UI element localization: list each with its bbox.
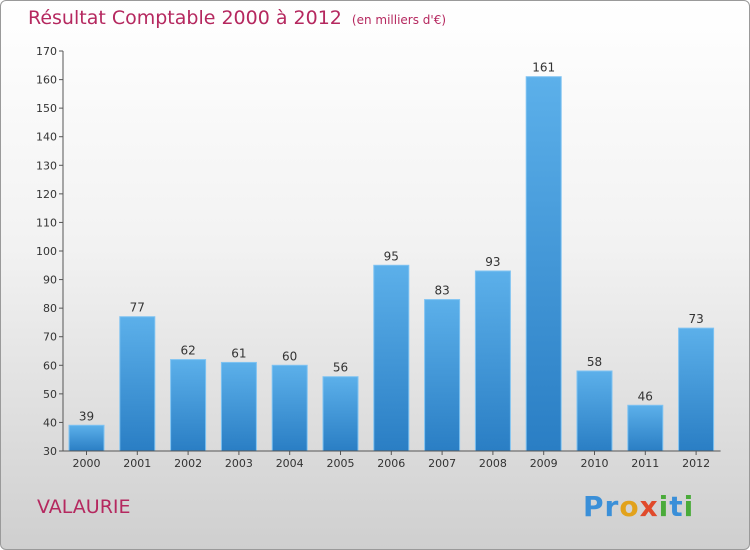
labels-layer: 39 77 62 61 60 56 95 83 93 161 58 46 73 [79,61,704,424]
y-tick-label: 90 [43,274,57,287]
data-label-2006: 95 [384,249,399,263]
y-tick-label: 70 [43,331,57,344]
bar-2011 [627,404,664,452]
x-tick-label-2007: 2007 [428,457,456,470]
bar-2001 [119,316,156,452]
x-tick-label-2002: 2002 [174,457,202,470]
logo-letter: r [604,490,620,523]
x-tick-label-2004: 2004 [276,457,304,470]
logo-letter: o [619,490,640,523]
bar-2003 [220,361,257,452]
bar-2009 [525,76,562,452]
x-tick-label-2006: 2006 [377,457,405,470]
x-tick-label-2005: 2005 [327,457,355,470]
y-tick-label: 100 [36,245,57,258]
y-tick-label: 160 [36,74,57,87]
data-label-2010: 58 [587,355,602,369]
y-tick-label: 30 [43,445,57,458]
logo-letter: i [683,490,695,523]
data-label-2012: 73 [688,312,703,326]
y-tick-label: 170 [36,45,57,58]
bar-2005 [322,376,359,452]
y-tick-label: 80 [43,302,57,315]
y-tick-label: 40 [43,416,57,429]
logo-letter: x [639,490,659,523]
bar-2008 [474,270,511,452]
x-tick-label-2011: 2011 [631,457,659,470]
data-label-2000: 39 [79,409,94,423]
chart-title: Résultat Comptable 2000 à 2012 [28,7,342,29]
logo-letter: P [583,490,605,523]
data-label-2001: 77 [130,301,145,315]
x-tick-label-2000: 2000 [73,457,101,470]
proxiti-logo[interactable]: Proxiti [583,490,694,523]
x-tick-label-2003: 2003 [225,457,253,470]
y-tick-label: 140 [36,131,57,144]
y-tick-label: 150 [36,102,57,115]
bar-2002 [170,359,207,452]
data-label-2011: 46 [638,389,653,403]
bars-layer [68,76,715,452]
y-tick-label: 60 [43,359,57,372]
commune-name: VALAURIE [37,496,131,518]
bar-2012 [678,327,715,452]
x-tick-label-2001: 2001 [123,457,151,470]
bar-2006 [373,264,410,452]
x-tick-label-2009: 2009 [530,457,558,470]
y-tick-label: 130 [36,159,57,172]
logo-letter: i [658,490,670,523]
data-label-2004: 60 [282,349,297,363]
x-tick-label-2008: 2008 [479,457,507,470]
x-tick-label-2010: 2010 [581,457,609,470]
data-label-2002: 62 [180,344,195,358]
bar-2010 [576,370,613,452]
y-tick-label: 110 [36,216,57,229]
logo-letter: t [669,490,684,523]
x-tick-label-2012: 2012 [682,457,710,470]
y-tick-label: 50 [43,388,57,401]
chart-header: Résultat Comptable 2000 à 2012 (en millie… [28,7,446,29]
data-label-2003: 61 [231,346,246,360]
axes-layer: 30 40 50 60 70 80 90 100 110 120 130 140 150 160 170 20… [36,45,721,470]
data-label-2008: 93 [485,255,500,269]
data-label-2009: 161 [532,61,555,75]
data-label-2007: 83 [434,284,449,298]
data-label-2005: 56 [333,361,348,375]
bar-2004 [271,364,308,452]
chart-subtitle: (en milliers d'€) [351,13,447,27]
bar-2000 [68,424,105,452]
bar-2007 [424,299,461,452]
y-tick-label: 120 [36,188,57,201]
